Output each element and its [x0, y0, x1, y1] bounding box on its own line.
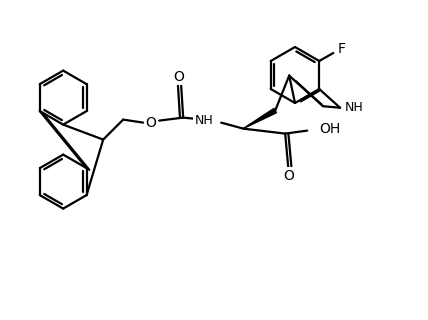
Polygon shape: [243, 108, 276, 129]
Text: NH: NH: [194, 114, 213, 127]
Text: O: O: [146, 116, 157, 130]
Text: O: O: [284, 169, 294, 183]
Text: O: O: [174, 70, 184, 84]
Text: NH: NH: [345, 101, 363, 114]
Text: OH: OH: [319, 122, 340, 136]
Text: F: F: [337, 42, 345, 56]
